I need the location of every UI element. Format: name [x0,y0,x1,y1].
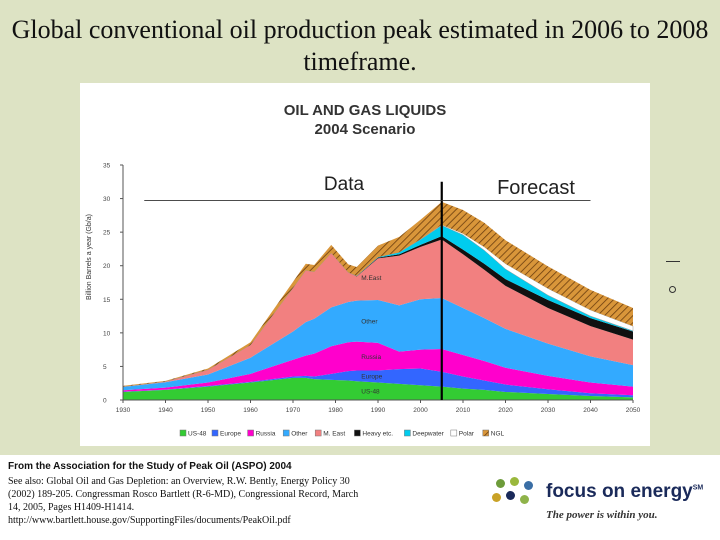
source-heading: From the Association for the Study of Pe… [8,461,292,472]
side-circle-mark [669,286,676,293]
logo-dot [524,481,533,490]
series-label: Europe [361,374,382,381]
y-tick-label: 25 [103,230,111,237]
legend-swatch [354,429,361,437]
x-tick-label: 1940 [158,407,173,414]
area-us-48 [123,377,633,400]
y-tick-label: 15 [103,297,111,304]
chart-subtitle: 2004 Scenario [314,121,416,138]
area-other [123,297,633,391]
legend-swatch [211,429,219,437]
series-label: US-48 [361,388,380,395]
legend-swatch [404,429,411,437]
chart-title-main: OIL AND GAS LIQUIDS [283,102,447,119]
data-region-label: Data [316,175,372,195]
legend-entry: NGL [491,431,505,438]
y-axis-label: Billion Barrels a year (Gb/a) [86,214,93,300]
source-line: 14, 2005, Pages H1409-H1414. [8,502,135,513]
logo-tagline: The power is within you. [546,509,658,521]
logo-dot [506,491,515,500]
legend-entry: Deepwater [412,431,444,438]
legend-entry: Other [291,431,308,438]
slide-title: Global conventional oil production peak … [11,15,709,76]
series-label: Russia [361,354,381,361]
area-deepwater [123,225,633,387]
legend-swatch [314,429,322,437]
logo-dot [496,479,505,488]
logo: focus on energySM [546,481,703,503]
legend-entry: Russia [256,431,276,438]
source-line: See also: Global Oil and Gas Depletion: … [8,476,350,487]
x-tick-label: 2040 [583,407,598,414]
x-tick-label: 1960 [243,407,258,414]
source-url: http://www.bartlett.house.gov/Supporting… [8,515,291,526]
y-tick-label: 10 [103,330,111,337]
legend-entry: Heavy etc. [362,431,393,438]
y-tick-label: 30 [103,196,111,203]
y-tick-label: 20 [103,263,111,270]
legend-swatch [179,429,187,437]
logo-dot [520,495,529,504]
legend-swatch [247,429,254,437]
legend-swatch [282,429,290,437]
y-tick-label: 5 [103,364,107,371]
x-tick-label: 1990 [371,407,386,414]
logo-dots-icon [492,477,536,517]
x-tick-label: 1950 [201,407,216,414]
legend-entry: Polar [459,431,475,438]
area-europe [123,368,633,398]
x-tick-label: 1980 [328,407,343,414]
x-tick-label: 2000 [413,407,428,414]
y-tick-label: 0 [103,398,107,405]
x-tick-label: 2050 [626,407,641,414]
series-label: Other [361,319,378,326]
forecast-region-label: Forecast [480,177,592,199]
legend-entry: US-48 [188,431,207,438]
logo-dot [510,477,519,486]
side-dash-mark [666,261,680,262]
chart-svg: 0 5 10 15 20 25 30 35 1930 1940 1950 1960 1970 1980 19… [103,163,641,438]
x-tick-label: 2030 [541,407,556,414]
area-ngl [123,201,633,387]
logo-name: focus on energy [546,481,693,502]
chart-title: OIL AND GAS LIQUIDS 2004 Scenario [240,101,490,139]
footer: From the Association for the Study of Pe… [0,455,720,540]
x-tick-label: 2010 [456,407,471,414]
legend-entry: M. East [323,431,345,438]
x-tick-label: 1970 [286,407,301,414]
area-russia [123,341,633,396]
y-tick-label: 35 [103,163,111,170]
chart-panel: 0 5 10 15 20 25 30 35 1930 1940 1950 1960 1970 1980 19… [80,83,650,446]
legend-swatch [450,429,458,437]
legend: US-48 Europe Russia Other M. East Heavy etc. D… [179,429,505,438]
source-note: See also: Global Oil and Gas Depletion: … [8,475,468,527]
area-layers [122,201,634,400]
series-label: M.East [361,275,381,282]
in-chart-labels: US-48 Europe Russia Other M.East [361,275,382,396]
x-tick-label: 2020 [498,407,513,414]
area-m-east [123,239,633,387]
legend-swatch [482,429,490,437]
logo-dot [492,493,501,502]
x-tick-label: 1930 [116,407,131,414]
axes: 0 5 10 15 20 25 30 35 1930 1940 1950 1960 1970 1980 19… [103,163,641,415]
logo-trademark: SM [692,484,704,492]
source-line: (2002) 189-205. Congressman Rosco Bartle… [8,489,359,500]
legend-entry: Europe [220,431,241,438]
